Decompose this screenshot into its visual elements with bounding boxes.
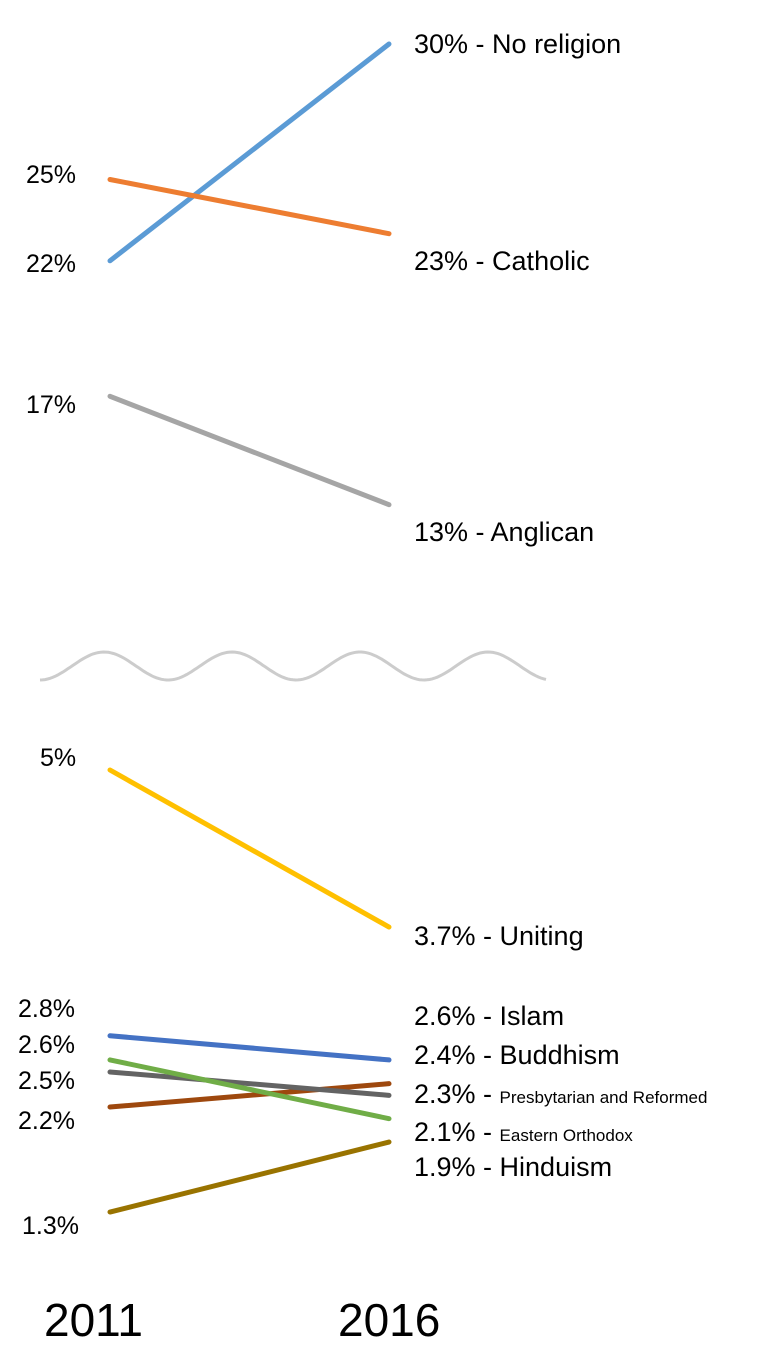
left-label-presbytarian-and-reformed: 2.5%	[18, 1067, 75, 1095]
right-value-uniting: 3.7% -	[414, 921, 500, 951]
series-line-buddhism	[107, 1081, 392, 1110]
left-label-hinduism: 1.3%	[22, 1212, 79, 1240]
left-label-islam: 2.8%	[18, 995, 75, 1023]
series-name-anglican: Anglican	[491, 517, 595, 547]
series-line-presbytarian-and-reformed	[107, 1069, 392, 1098]
axis-break-wave	[39, 650, 547, 682]
series-lines	[107, 41, 392, 1215]
left-label-anglican: 17%	[26, 391, 76, 419]
right-value-labels: 30% - No religion 23% - Catholic 13% - Ang…	[414, 29, 707, 1182]
right-value-presbytarian-and-reformed: 2.3% -	[414, 1079, 500, 1109]
series-line-anglican	[107, 393, 392, 508]
series-name-eastern-orthodox: Eastern Orthodox	[500, 1126, 634, 1145]
right-label-uniting: 3.7% - Uniting	[414, 921, 584, 951]
right-label-catholic: 23% - Catholic	[414, 246, 590, 276]
left-value-labels: 22% 25% 17% 5% 2.8% 2.2% 2.5% 2.6% 1.3%	[18, 161, 79, 1240]
x-tick-2016: 2016	[338, 1294, 440, 1346]
series-name-presbytarian-and-reformed: Presbytarian and Reformed	[500, 1088, 708, 1107]
series-name-no-religion: No religion	[492, 29, 621, 59]
series-line-uniting	[107, 767, 392, 930]
left-label-catholic: 25%	[26, 161, 76, 189]
x-tick-2011: 2011	[44, 1294, 143, 1346]
right-label-presbytarian-and-reformed: 2.3% - Presbytarian and Reformed	[414, 1079, 707, 1109]
right-label-buddhism: 2.4% - Buddhism	[414, 1040, 620, 1070]
right-label-no-religion: 30% - No religion	[414, 29, 621, 59]
left-label-buddhism: 2.2%	[18, 1107, 75, 1135]
right-value-no-religion: 30% -	[414, 29, 492, 59]
right-label-eastern-orthodox: 2.1% - Eastern Orthodox	[414, 1117, 633, 1147]
series-line-hinduism	[107, 1139, 392, 1215]
series-line-no-religion	[107, 41, 392, 264]
right-label-hinduism: 1.9% - Hinduism	[414, 1152, 612, 1182]
right-value-hinduism: 1.9% -	[414, 1152, 500, 1182]
series-name-islam: Islam	[500, 1001, 565, 1031]
series-line-islam	[107, 1033, 392, 1063]
right-value-eastern-orthodox: 2.1% -	[414, 1117, 500, 1147]
series-name-hinduism: Hinduism	[500, 1152, 613, 1182]
right-label-islam: 2.6% - Islam	[414, 1001, 564, 1031]
left-label-uniting: 5%	[40, 744, 76, 772]
series-name-buddhism: Buddhism	[500, 1040, 620, 1070]
series-line-catholic	[107, 177, 392, 237]
left-label-eastern-orthodox: 2.6%	[18, 1031, 75, 1059]
series-name-catholic: Catholic	[492, 246, 590, 276]
right-value-catholic: 23% -	[414, 246, 492, 276]
series-name-uniting: Uniting	[500, 921, 584, 951]
right-label-anglican: 13% - Anglican	[414, 517, 594, 547]
series-line-eastern-orthodox	[107, 1057, 392, 1122]
right-value-islam: 2.6% -	[414, 1001, 500, 1031]
left-label-no-religion: 22%	[26, 250, 76, 278]
right-value-anglican: 13% -	[414, 517, 491, 547]
right-value-buddhism: 2.4% -	[414, 1040, 500, 1070]
